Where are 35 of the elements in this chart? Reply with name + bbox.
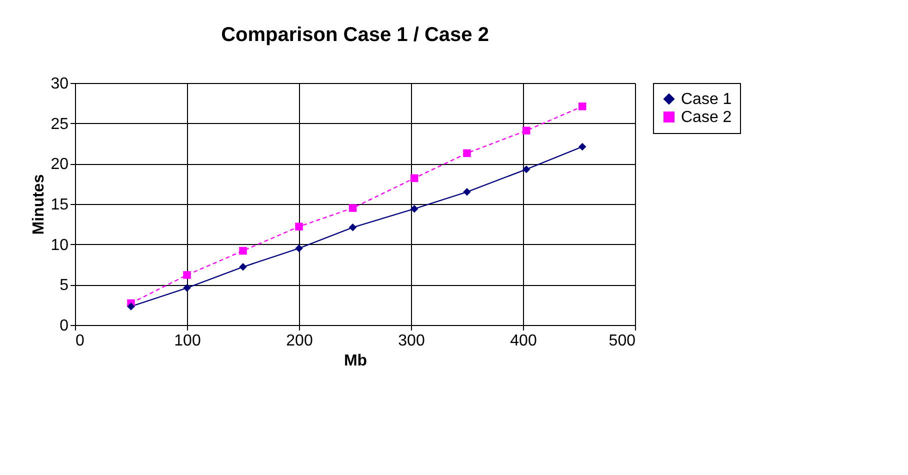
x-tick-label: 300 [398,332,425,350]
x-tick-label: 200 [286,332,313,350]
x-tick-label: 500 [608,332,636,350]
point [410,174,418,182]
x-tick-label: 0 [76,332,84,350]
point [522,165,530,174]
point [295,222,303,230]
point [127,302,135,310]
y-tick-label: 10 [50,236,69,254]
y-axis-title: Minutes [30,174,48,235]
point [578,142,586,151]
y-tick-label: 0 [60,318,69,334]
point [183,284,191,292]
x-axis-title: Mb [344,352,368,370]
y-tick-label: 30 [50,76,69,92]
point [239,246,247,255]
point [348,224,357,232]
legend-label: Case 2 [681,109,732,126]
y-tick-label: 5 [60,277,69,294]
point [410,204,418,213]
point [348,204,357,212]
point [295,244,303,252]
point [239,263,247,271]
point [578,102,586,110]
y-tick-label: 20 [50,156,69,174]
x-tick-label: 400 [510,332,537,350]
y-tick-label: 15 [50,196,69,214]
y-tick-label: 25 [50,116,69,133]
point [463,149,471,158]
point [522,126,530,134]
x-tick-label: 100 [174,332,201,350]
point [463,188,471,196]
chart-title: Comparison Case 1 / Case 2 [221,24,489,46]
legend-label: Case 1 [681,91,732,108]
point [183,271,191,279]
